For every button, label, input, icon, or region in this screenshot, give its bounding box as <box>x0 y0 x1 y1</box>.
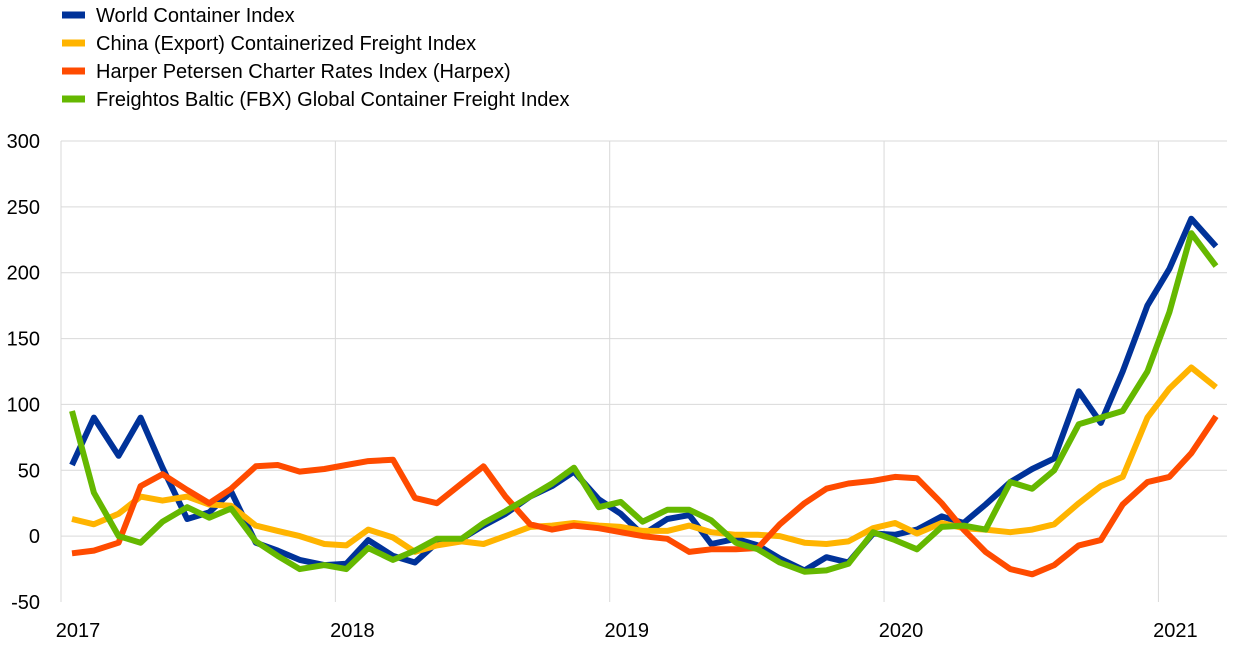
y-tick-label: 200 <box>7 263 40 285</box>
series-lines <box>69 215 1219 578</box>
series-line-3 <box>71 414 1219 578</box>
legend-item: China (Export) Containerized Freight Ind… <box>62 33 476 55</box>
series-line-2 <box>71 364 1218 555</box>
y-tick-label: 100 <box>7 394 40 416</box>
x-tick-label: 2019 <box>604 620 649 642</box>
y-tick-label: 300 <box>7 131 40 153</box>
y-tick-label: -50 <box>11 592 40 614</box>
legend-label: China (Export) Containerized Freight Ind… <box>96 33 476 55</box>
x-tick-label: 2020 <box>879 620 924 642</box>
legend: World Container Index China (Export) Cont… <box>62 5 570 111</box>
legend-label: World Container Index <box>96 5 295 27</box>
y-tick-label: 0 <box>29 526 40 548</box>
legend-item: Harper Petersen Charter Rates Index (Har… <box>62 61 511 83</box>
x-tick-label: 2021 <box>1153 620 1198 642</box>
x-tick-label: 2018 <box>330 620 375 642</box>
legend-label: Freightos Baltic (FBX) Global Container … <box>96 89 570 111</box>
legend-label: Harper Petersen Charter Rates Index (Har… <box>96 61 511 83</box>
series-line-4 <box>69 230 1219 575</box>
y-tick-label: 250 <box>7 197 40 219</box>
y-tick-label: 150 <box>7 329 40 351</box>
x-axis-tick-labels: 2017 2018 2019 2020 2021 <box>56 620 1198 642</box>
x-tick-label: 2017 <box>56 620 101 642</box>
y-tick-label: 50 <box>18 460 40 482</box>
legend-item: World Container Index <box>62 5 295 27</box>
legend-item: Freightos Baltic (FBX) Global Container … <box>62 89 570 111</box>
y-axis-tick-labels: -50 0 50 100 150 200 250 300 <box>7 131 40 614</box>
